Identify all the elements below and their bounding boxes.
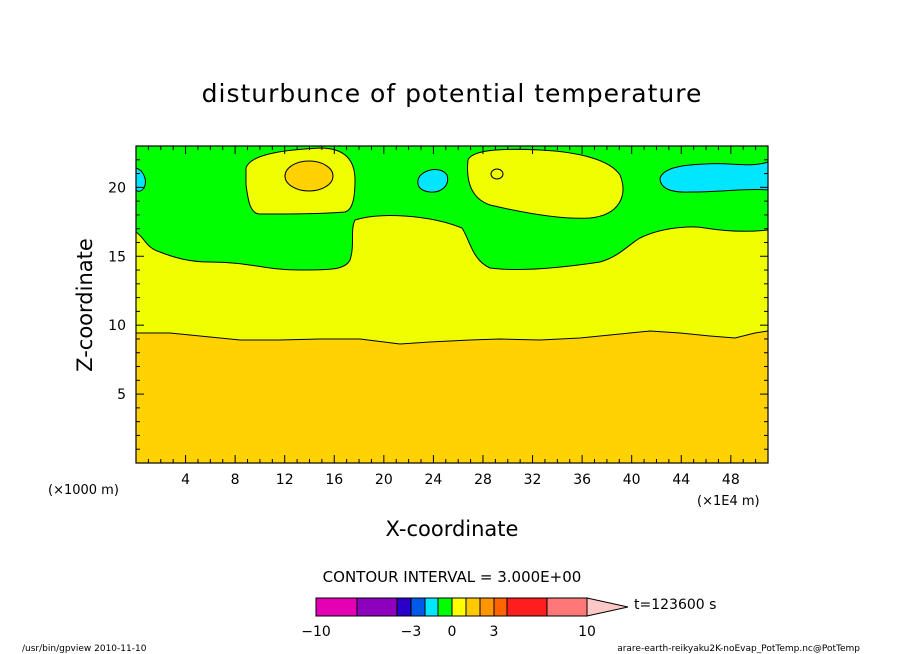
x-tick-label: 44 (672, 472, 690, 488)
colorbar-segment (465, 597, 481, 617)
contour-fill-group (136, 146, 768, 463)
colorbar-segment (506, 597, 548, 617)
colorbar-label: 10 (578, 624, 596, 640)
plot-frame (135, 145, 769, 464)
upper-yellow-blob-2 (467, 149, 623, 219)
cyan-blob-right (659, 161, 768, 193)
y-axis-label: Z-coordinate (73, 238, 97, 372)
x-tick-label: 28 (474, 472, 492, 488)
x-axis-label: X-coordinate (386, 517, 519, 541)
x-unit-right: (×1E4 m) (697, 494, 760, 509)
contour-line-lower (136, 330, 768, 345)
colorbar-segment (437, 597, 453, 617)
colorbar-segment (315, 597, 358, 617)
x-tick-label: 4 (181, 472, 190, 488)
x-unit-left: (×1000 m) (48, 483, 119, 498)
colorbar-label: 0 (448, 624, 457, 640)
colorbar-segment (479, 597, 495, 617)
x-tick-label: 16 (325, 472, 343, 488)
x-tick-label: 48 (722, 472, 740, 488)
x-tick-label: 12 (276, 472, 294, 488)
colorbar-segment (546, 597, 588, 617)
x-tick-label: 20 (375, 472, 393, 488)
colorbar-segment (410, 597, 426, 617)
colorbar-extend-arrow (586, 597, 629, 617)
colorbar-segment (493, 597, 508, 617)
y-tick-label: 15 (108, 249, 126, 265)
chart-title: disturbunce of potential temperature (202, 79, 703, 108)
colorbar-label: 3 (490, 624, 499, 640)
orange-blob (284, 160, 334, 192)
x-tick-group: 4 8 12 16 20 24 28 32 36 40 44 48 (147, 146, 757, 488)
time-label: t=123600 s (634, 597, 716, 613)
footer-right-text: arare-earth-reikyaku2K-noEvap_PotTemp.nc… (617, 644, 860, 654)
colorbar-segment (424, 597, 439, 617)
y-tick-label: 10 (108, 318, 126, 334)
colorbar-label: −3 (401, 624, 422, 640)
cyan-blob-mid (417, 169, 449, 193)
footer-left-text: /usr/bin/gpview 2010-11-10 (22, 644, 147, 654)
x-tick-label: 24 (424, 472, 442, 488)
colorbar-segment (451, 597, 467, 617)
x-tick-label: 32 (524, 472, 542, 488)
colorbar-label: −10 (301, 624, 331, 640)
x-tick-label: 8 (231, 472, 240, 488)
contour-line-blob1 (245, 147, 356, 215)
colorbar-label-group: −10 −3 0 3 10 (301, 624, 596, 640)
colorbar (315, 597, 629, 617)
x-tick-label: 40 (623, 472, 641, 488)
colorbar-segment (396, 597, 412, 617)
orange-region (136, 331, 768, 463)
small-contour-loop (490, 168, 504, 180)
contour-line-blob2 (467, 148, 624, 219)
y-tick-label: 20 (108, 180, 126, 196)
contour-interval-text: CONTOUR INTERVAL = 3.000E+00 (323, 568, 582, 586)
y-tick-group: 5 10 15 20 (108, 159, 768, 450)
y-tick-label: 5 (117, 387, 126, 403)
contour-line-upper (136, 215, 768, 271)
colorbar-segment (356, 597, 398, 617)
x-tick-label: 36 (573, 472, 591, 488)
